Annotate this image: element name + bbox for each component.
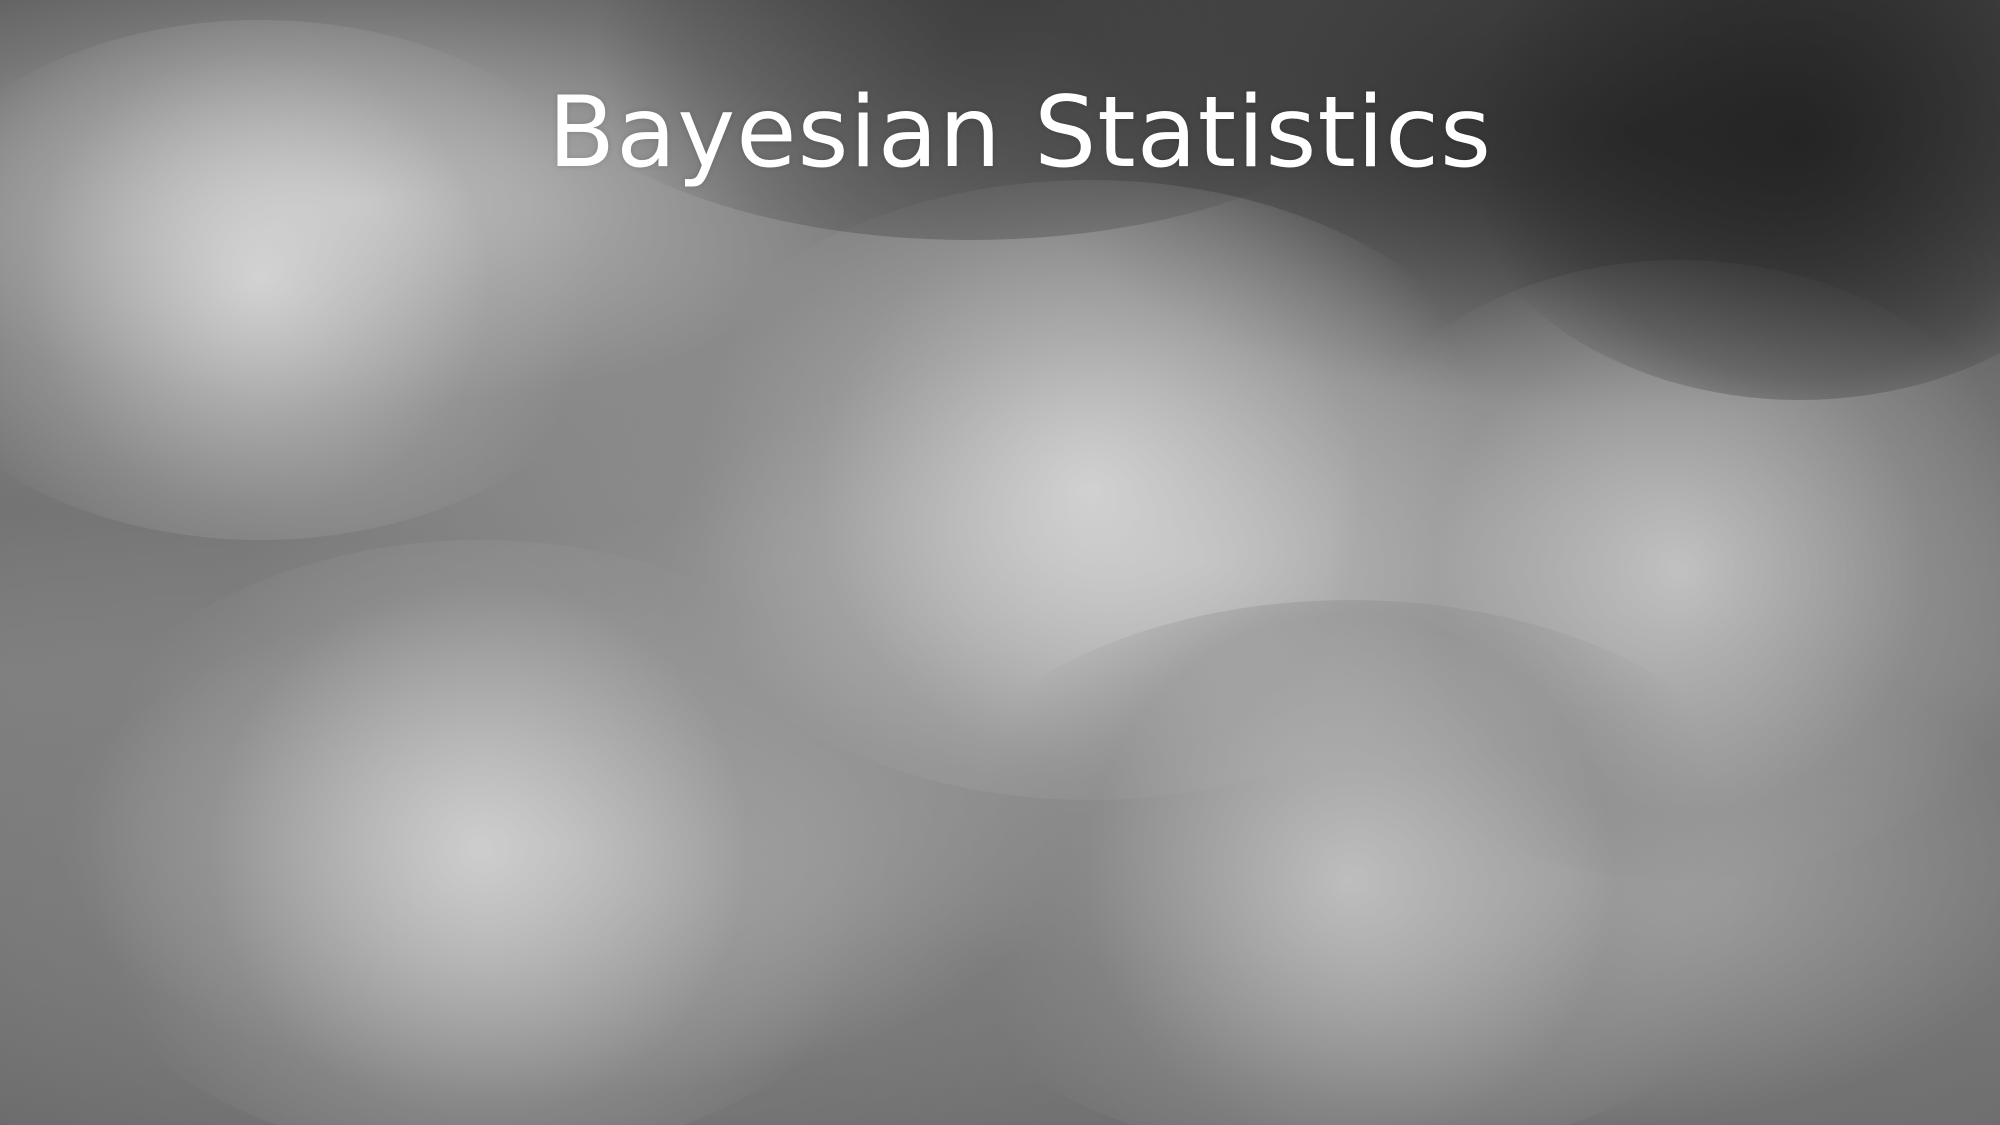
smoke-puff [900,600,1800,1125]
smoke-puff [1450,0,2000,400]
smoke-puff [40,540,920,1125]
smoke-puff [1300,260,2000,880]
smoke-puff [640,180,1540,800]
slide-title: Bayesian Statistics [547,76,1493,190]
